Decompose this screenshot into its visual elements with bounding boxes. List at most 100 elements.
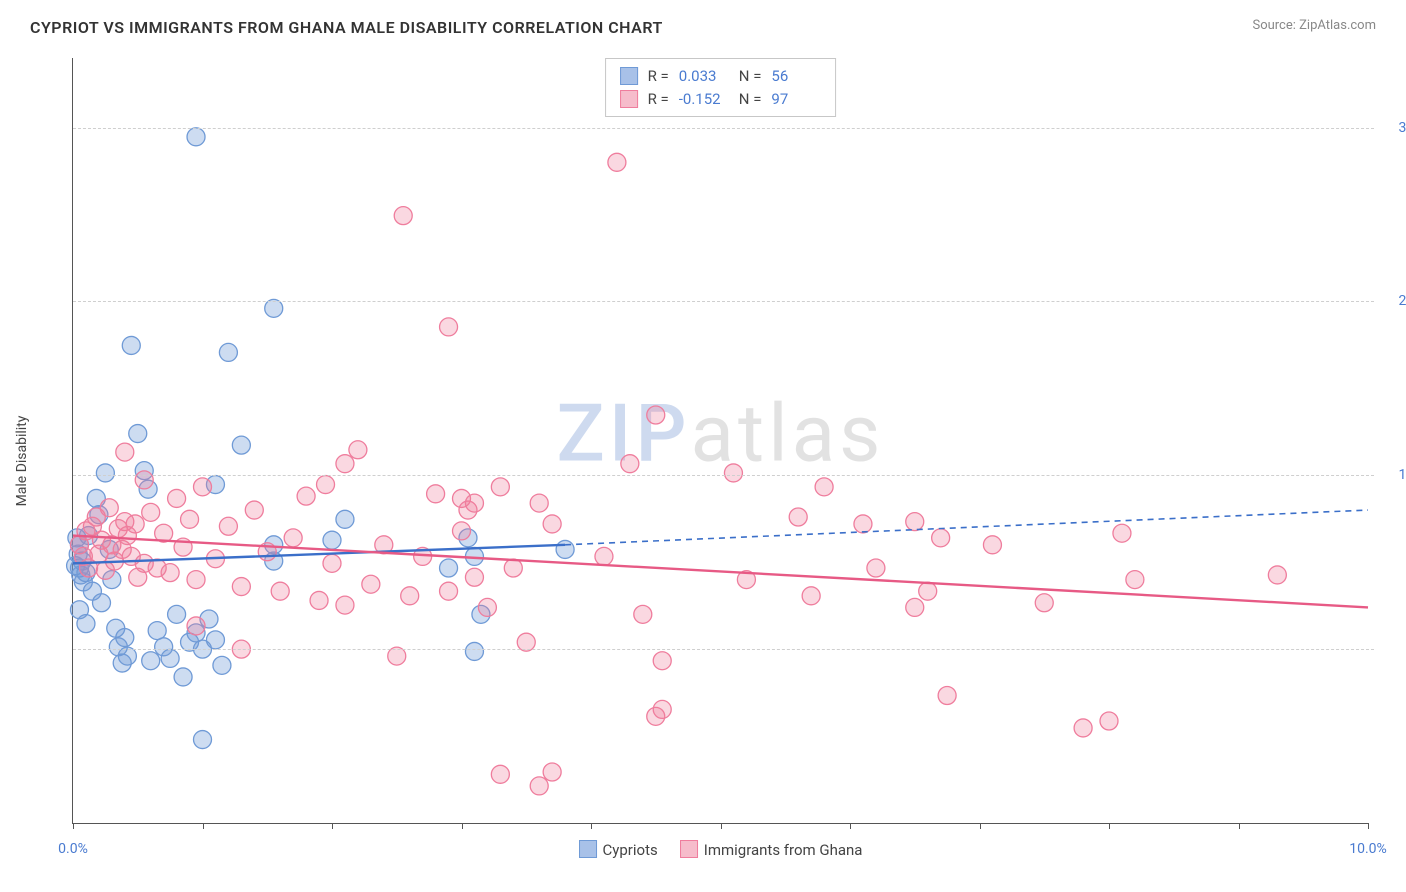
gridline — [73, 128, 1374, 129]
scatter-point — [504, 559, 522, 577]
y-tick-label: 22.5% — [1380, 293, 1406, 309]
scatter-point — [543, 763, 561, 781]
plot-area: ZIPatlas R = 0.033 N = 56 R = -0.152 N =… — [72, 58, 1368, 824]
scatter-point — [491, 765, 509, 783]
scatter-point — [938, 687, 956, 705]
scatter-point — [187, 128, 205, 146]
stat-label-r: R = — [648, 65, 669, 88]
scatter-point — [323, 554, 341, 572]
stat-label-n: N = — [739, 88, 762, 111]
scatter-point — [232, 436, 250, 454]
stat-value-n1: 56 — [771, 65, 821, 88]
x-tick-mark — [1109, 823, 1110, 829]
scatter-point — [168, 605, 186, 623]
scatter-point — [401, 587, 419, 605]
legend-swatch-blue — [620, 67, 638, 85]
scatter-point — [126, 515, 144, 533]
scatter-point — [906, 513, 924, 531]
scatter-point — [336, 596, 354, 614]
scatter-point — [478, 598, 496, 616]
scatter-point — [92, 594, 110, 612]
scatter-point — [1074, 719, 1092, 737]
scatter-point — [271, 582, 289, 600]
x-tick-mark — [73, 823, 74, 829]
x-tick-label: 0.0% — [58, 841, 88, 857]
scatter-point — [854, 515, 872, 533]
scatter-point — [161, 564, 179, 582]
scatter-point — [440, 318, 458, 336]
chart-container: Male Disability ZIPatlas R = 0.033 N = 5… — [30, 50, 1376, 872]
series-legend: Cypriots Immigrants from Ghana — [579, 840, 863, 859]
x-tick-mark — [332, 823, 333, 829]
x-tick-mark — [850, 823, 851, 829]
scatter-point — [634, 605, 652, 623]
legend-swatch-blue — [579, 840, 597, 858]
scatter-point — [362, 575, 380, 593]
stat-value-n2: 97 — [771, 88, 821, 111]
gridline — [73, 301, 1374, 302]
scatter-point — [317, 476, 335, 494]
scatter-point — [122, 336, 140, 354]
scatter-point — [100, 499, 118, 517]
scatter-point — [595, 547, 613, 565]
x-tick-mark — [980, 823, 981, 829]
scatter-point — [789, 508, 807, 526]
scatter-point — [213, 656, 231, 674]
x-tick-mark — [721, 823, 722, 829]
x-tick-label: 10.0% — [1349, 841, 1387, 857]
correlation-row-2: R = -0.152 N = 97 — [620, 88, 822, 111]
scatter-point — [219, 343, 237, 361]
scatter-point — [647, 406, 665, 424]
trend-line — [73, 536, 1368, 608]
source-attribution: Source: ZipAtlas.com — [1252, 18, 1376, 33]
scatter-point — [96, 464, 114, 482]
scatter-point — [394, 207, 412, 225]
scatter-point — [543, 515, 561, 533]
scatter-point — [440, 582, 458, 600]
scatter-point — [181, 510, 199, 528]
chart-header: CYPRIOT VS IMMIGRANTS FROM GHANA MALE DI… — [0, 0, 1406, 37]
scatter-point — [336, 510, 354, 528]
scatter-point — [135, 471, 153, 489]
scatter-point — [129, 425, 147, 443]
scatter-point — [187, 617, 205, 635]
scatter-point — [116, 443, 134, 461]
stat-label-r: R = — [648, 88, 669, 111]
x-tick-mark — [203, 823, 204, 829]
stat-label-n: N = — [739, 65, 762, 88]
scatter-point — [491, 478, 509, 496]
scatter-point — [116, 629, 134, 647]
chart-title: CYPRIOT VS IMMIGRANTS FROM GHANA MALE DI… — [30, 18, 663, 37]
scatter-point — [608, 153, 626, 171]
scatter-point — [1100, 712, 1118, 730]
scatter-point — [349, 441, 367, 459]
scatter-point — [148, 622, 166, 640]
scatter-point — [1268, 566, 1286, 584]
scatter-point — [932, 529, 950, 547]
scatter-point — [219, 517, 237, 535]
legend-label-2: Immigrants from Ghana — [704, 841, 863, 859]
scatter-point — [336, 455, 354, 473]
scatter-point — [142, 652, 160, 670]
scatter-svg — [73, 58, 1368, 823]
scatter-point — [465, 642, 483, 660]
scatter-point — [245, 501, 263, 519]
x-tick-mark — [1239, 823, 1240, 829]
scatter-point — [983, 536, 1001, 554]
scatter-point — [724, 464, 742, 482]
scatter-point — [1126, 571, 1144, 589]
legend-item-1: Cypriots — [579, 840, 658, 859]
stat-value-r2: -0.152 — [679, 88, 729, 111]
scatter-point — [465, 494, 483, 512]
scatter-point — [310, 591, 328, 609]
y-tick-label: 15.0% — [1380, 467, 1406, 483]
scatter-point — [206, 631, 224, 649]
scatter-point — [1035, 594, 1053, 612]
correlation-row-1: R = 0.033 N = 56 — [620, 65, 822, 88]
scatter-point — [284, 529, 302, 547]
scatter-point — [427, 485, 445, 503]
stat-value-r1: 0.033 — [679, 65, 729, 88]
y-axis-label: Male Disability — [14, 416, 30, 507]
scatter-point — [802, 587, 820, 605]
legend-label-1: Cypriots — [603, 841, 658, 859]
